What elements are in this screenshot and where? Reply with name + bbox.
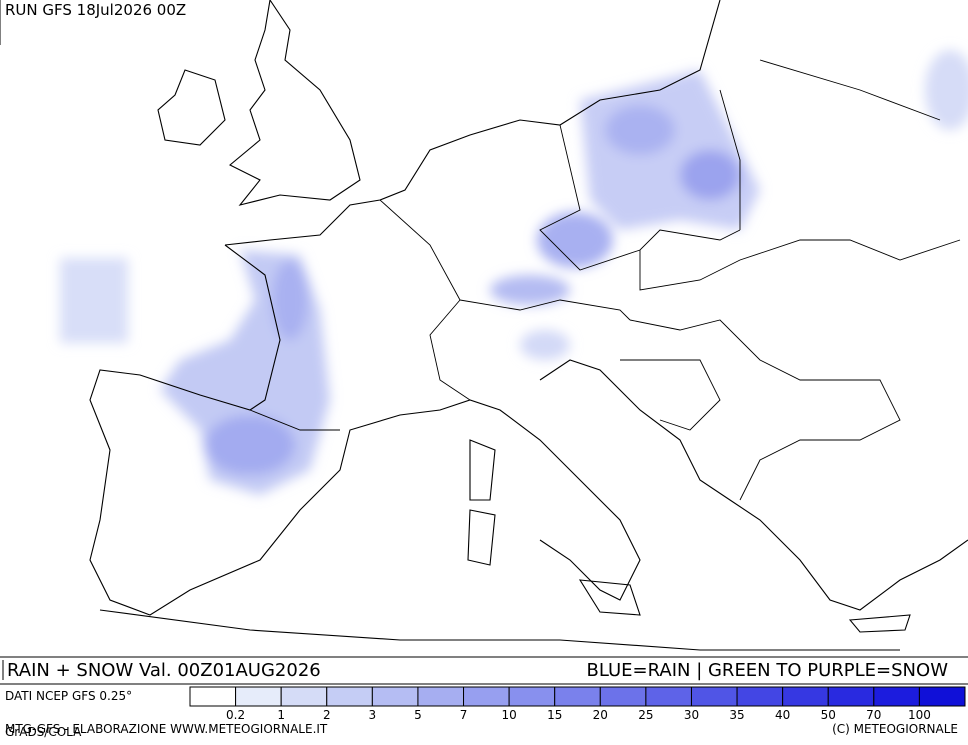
legend-label: 5 — [414, 708, 422, 722]
map-background — [0, 0, 968, 657]
coastline — [539, 359, 968, 611]
legend-swatch — [599, 686, 647, 707]
legend-label: 50 — [821, 708, 836, 722]
legend-swatch — [189, 686, 237, 707]
legend-swatch — [873, 686, 920, 707]
border — [379, 199, 471, 401]
legend-swatch — [371, 686, 419, 707]
precip-area — [520, 330, 570, 360]
legend-label: 7 — [460, 708, 468, 722]
legend-label: 70 — [866, 708, 881, 722]
precip-area — [60, 258, 128, 343]
precip-core — [205, 415, 295, 475]
precip-area — [490, 275, 570, 305]
color-legend: 0.2 1 2 3 5 7 10 15 20 25 30 35 40 50 70 100 — [189, 686, 966, 722]
borders — [249, 59, 961, 501]
copyright-label: (C) METEOGIORNALE — [832, 722, 958, 736]
border — [459, 299, 631, 321]
run-label: RUN GFS 18Jul2026 00Z — [5, 1, 186, 19]
credit-label: GrADS/COLA — [5, 725, 82, 739]
legend-swatch — [645, 686, 692, 707]
legend-swatch — [417, 686, 465, 707]
legend-swatch — [463, 686, 510, 707]
precip-core — [605, 105, 675, 155]
coastline — [157, 69, 226, 146]
legend-swatch — [280, 686, 328, 707]
island — [467, 439, 496, 566]
precip-field — [60, 50, 968, 495]
legend-swatch — [918, 686, 966, 707]
precip-core — [537, 212, 613, 268]
legend-label: 30 — [684, 708, 699, 722]
border — [539, 124, 741, 271]
coastline — [89, 244, 641, 616]
coastline — [99, 609, 900, 651]
legend-label: 25 — [638, 708, 653, 722]
precip-core — [680, 150, 740, 200]
footer-key: BLUE=RAIN | GREEN TO PURPLE=SNOW — [587, 660, 949, 681]
precip-area — [925, 50, 968, 130]
legend-swatch — [736, 686, 784, 707]
legend-label: 10 — [501, 708, 516, 722]
coastline — [224, 0, 721, 246]
legend-swatch — [326, 686, 373, 707]
legend-label: 1 — [277, 708, 285, 722]
footer-title: RAIN + SNOW Val. 00Z01AUG2026 — [7, 660, 321, 681]
legend-label: 100 — [908, 708, 931, 722]
source-label: DATI NCEP GFS 0.25° — [5, 689, 132, 703]
credit-label: MTG-GFS - ELABORAZIONE WWW.METEOGIORNALE… — [5, 722, 328, 736]
precip-core — [272, 260, 308, 340]
legend-swatch — [827, 686, 875, 707]
legend-swatch — [508, 686, 556, 707]
border — [620, 359, 721, 431]
border — [639, 239, 961, 291]
legend-label: 40 — [775, 708, 790, 722]
legend-swatch — [782, 686, 829, 707]
border — [249, 409, 340, 431]
border — [719, 59, 941, 230]
coastlines — [89, 0, 968, 651]
legend-label: 35 — [729, 708, 744, 722]
legend-swatch — [690, 686, 738, 707]
legend-label: 20 — [593, 708, 608, 722]
island — [578, 579, 911, 633]
coastline — [229, 0, 361, 206]
legend-swatch — [554, 686, 601, 707]
legend-label: 2 — [323, 708, 331, 722]
border — [629, 319, 901, 501]
legend-label: 3 — [369, 708, 377, 722]
legend-label: 0.2 — [226, 708, 245, 722]
legend-label: 15 — [547, 708, 562, 722]
legend-swatch — [235, 686, 282, 707]
